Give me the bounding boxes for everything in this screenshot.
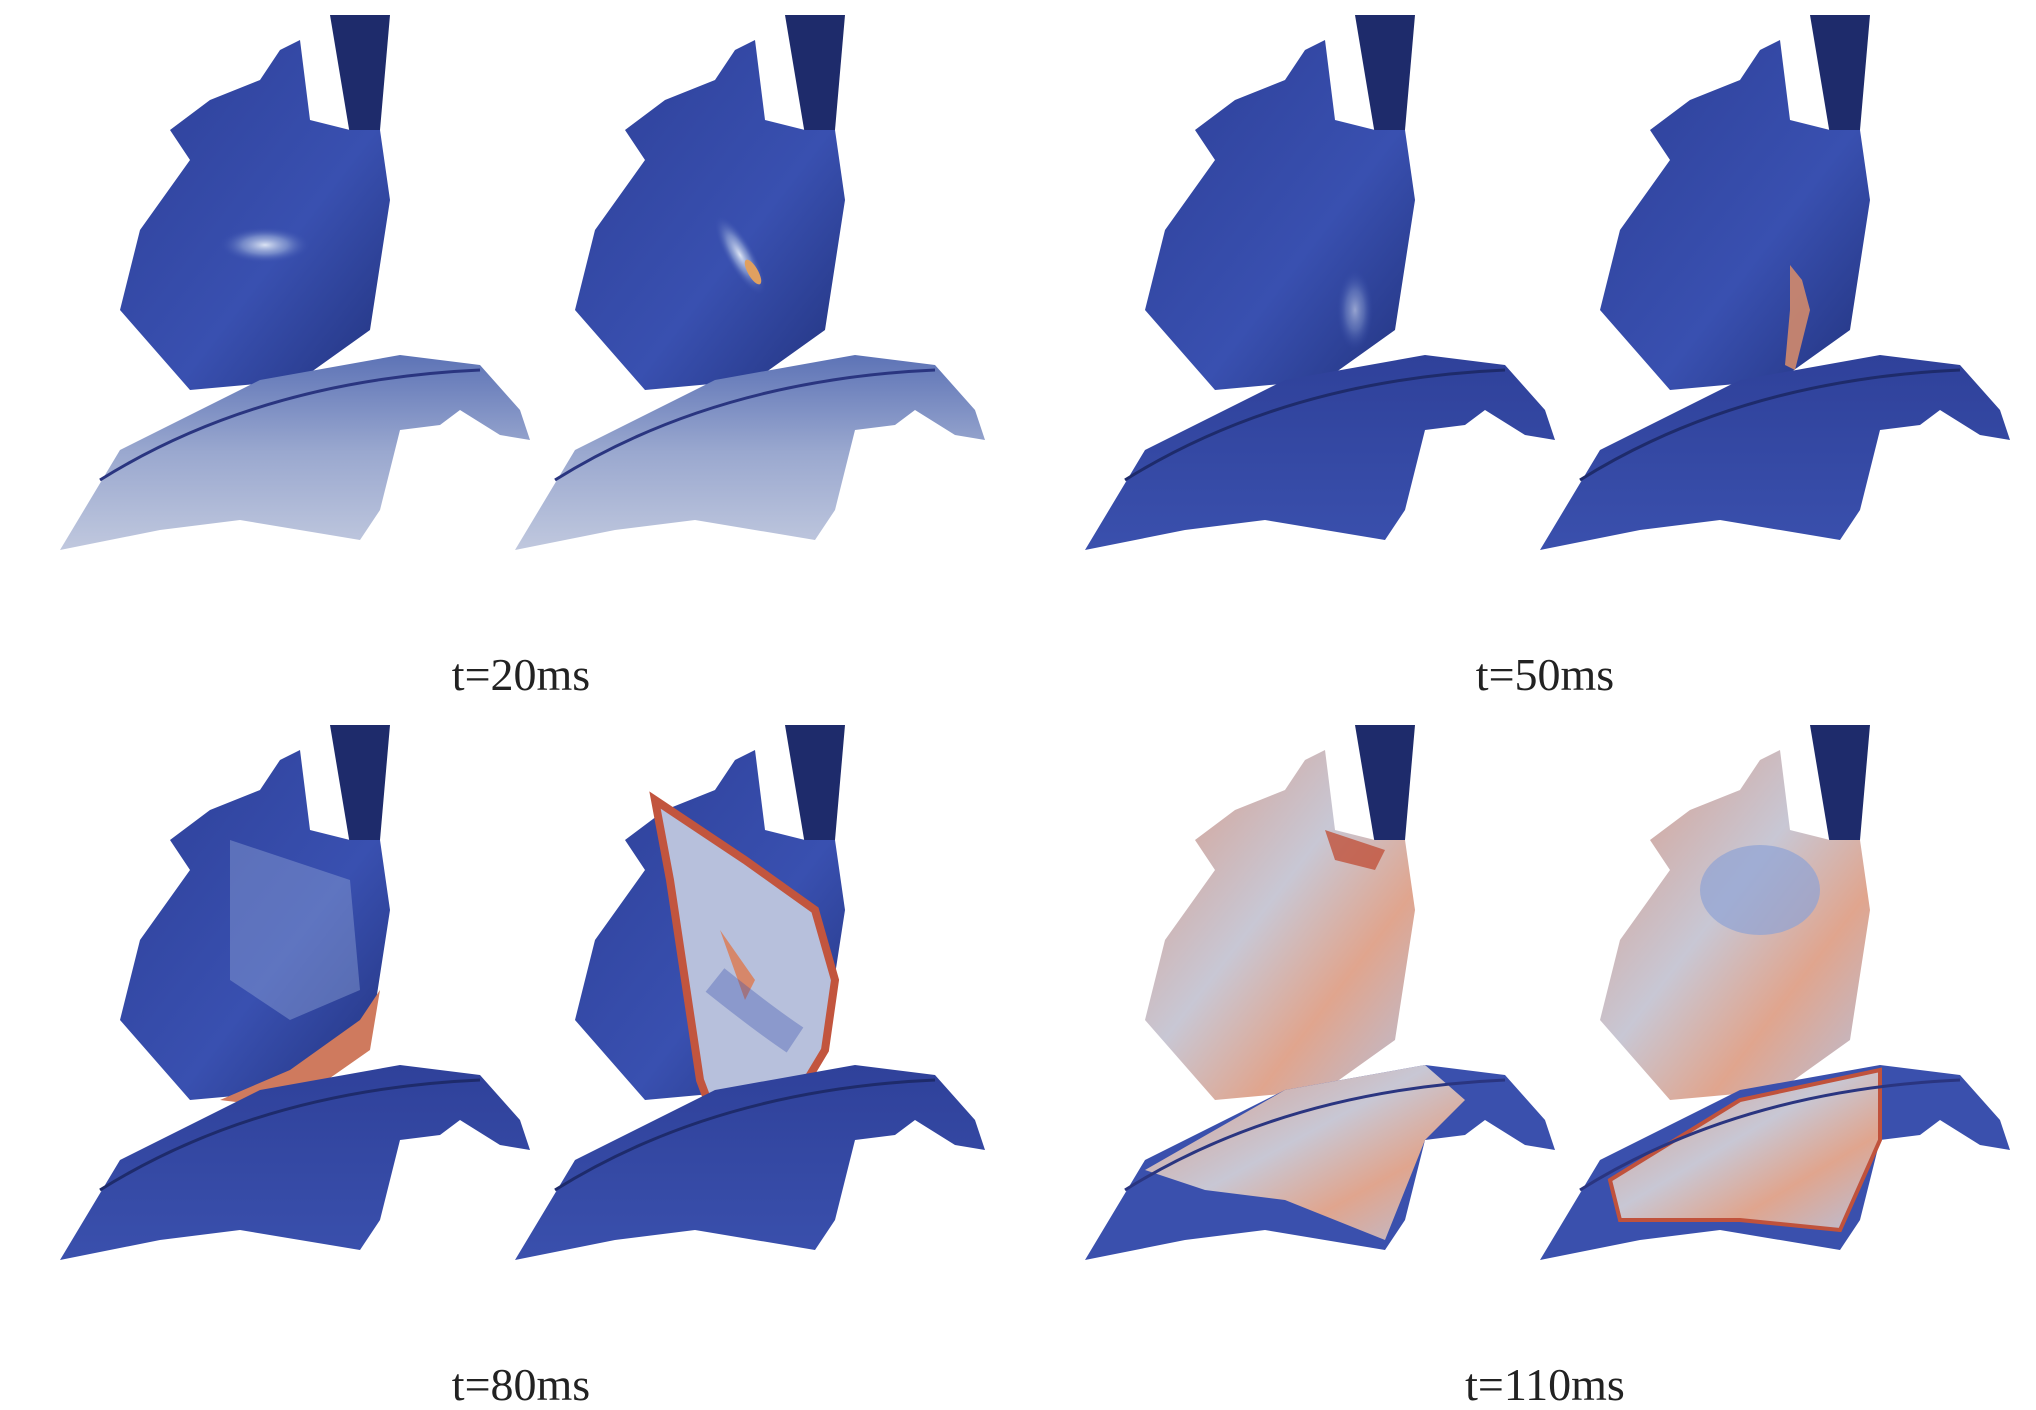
- panel-t110: [1085, 720, 2010, 1320]
- panel-t80: [60, 720, 985, 1320]
- caption-t20: t=20ms: [451, 649, 591, 700]
- heart-render-t20: [60, 15, 985, 550]
- heart-render-t110: [1085, 725, 2010, 1260]
- caption-t50: t=50ms: [1475, 649, 1615, 700]
- heart-render-t80: [60, 725, 985, 1260]
- heart-render-t50: [1085, 15, 2010, 550]
- panel-t50: [1085, 10, 2010, 710]
- panel-t20: [60, 10, 985, 710]
- caption-t80: t=80ms: [451, 1359, 591, 1410]
- caption-t110: t=110ms: [1465, 1359, 1625, 1410]
